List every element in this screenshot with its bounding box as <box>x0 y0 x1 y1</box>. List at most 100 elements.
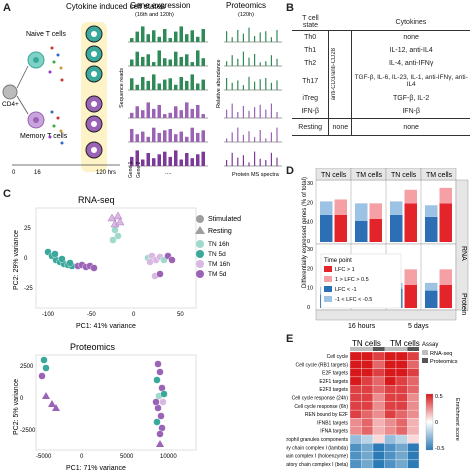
prot-bar <box>270 132 272 142</box>
gene-bar <box>196 50 200 66</box>
e-row-label: Respiratory chain complex I (beta) <box>286 462 348 468</box>
panel-e-label: E <box>286 333 294 345</box>
gene-bar <box>141 56 145 66</box>
e-assay-strip <box>407 347 419 351</box>
e-assay-strip <box>350 347 362 351</box>
e-cell <box>361 385 374 394</box>
prot-bar <box>231 103 233 118</box>
d-ytick: 10 <box>307 286 313 292</box>
gene-bar <box>135 134 139 142</box>
gene-bar <box>152 127 156 142</box>
e-row-label: E2F targets <box>322 371 348 377</box>
prot-bar <box>237 80 239 90</box>
e-cell <box>395 451 408 461</box>
prot-bar <box>242 106 244 118</box>
seq-reads-label: Sequence reads <box>119 68 125 108</box>
e-cell <box>361 360 374 369</box>
e-cell <box>384 393 397 402</box>
e-assay-strip <box>396 347 408 351</box>
e-row-label: Cell cycle (RB1 targets) <box>295 362 348 368</box>
d-ytick: 20 <box>307 200 313 206</box>
gene-bar <box>185 80 189 90</box>
gene-bar <box>141 26 145 42</box>
gene-bar <box>185 136 189 142</box>
prot-bar <box>259 104 261 118</box>
e-cell <box>407 459 420 469</box>
e-cell <box>395 393 408 402</box>
prot-rest-point <box>42 392 50 399</box>
d-ytick: 0 <box>307 239 310 245</box>
e-cell <box>407 443 420 452</box>
rna-xlabel: PC1: 41% variance <box>76 323 136 330</box>
e-cell <box>407 385 420 394</box>
d-header-text: TM cells <box>426 172 453 179</box>
svg-text:RNA-seq: RNA-seq <box>430 351 452 357</box>
prot-bar <box>276 80 278 90</box>
prot-xtick: 10000 <box>160 454 177 460</box>
gene-bar <box>141 159 145 166</box>
e-cell <box>407 376 420 386</box>
e-cell <box>407 418 420 427</box>
gene-expression-bars <box>128 26 208 167</box>
prot-bar <box>276 157 278 166</box>
rna-ticks: -100 -50 0 50 25 0 -25 <box>24 226 184 318</box>
svg-text:0: 0 <box>12 170 16 176</box>
rna-rest-point <box>107 213 117 222</box>
rna-point <box>90 264 98 272</box>
prot-bar <box>242 155 244 166</box>
e-cell <box>384 351 397 361</box>
e-cell <box>349 368 362 378</box>
gene-bar <box>168 38 172 42</box>
naive-label: Naive T cells <box>26 31 66 38</box>
svg-text:-0.5: -0.5 <box>435 446 444 452</box>
gene-bar <box>201 130 205 142</box>
gene-bar <box>185 34 189 42</box>
e-cell <box>372 459 385 469</box>
e-cell <box>384 401 397 411</box>
gene-bar <box>152 62 156 66</box>
prot-xtick: 5000 <box>120 454 134 460</box>
prot-bar <box>226 160 228 166</box>
gene-bar <box>146 34 150 42</box>
prot-bar <box>259 79 261 90</box>
gene-bar <box>130 112 134 118</box>
e-cell <box>395 443 408 452</box>
prot-point <box>42 364 50 372</box>
prot-bar <box>265 78 267 90</box>
gene-bar <box>157 132 161 142</box>
prot-bar <box>259 62 261 66</box>
gene-bar <box>174 31 178 42</box>
cytokine-dots <box>48 46 64 145</box>
gene-bar <box>152 108 156 118</box>
panel-c-label: C <box>3 188 11 200</box>
d-row-rna: RNA <box>460 246 467 261</box>
e-row-label: IFNB1 targets <box>317 420 348 426</box>
gene-bar <box>168 156 172 166</box>
prot-bar <box>270 82 272 90</box>
e-cell <box>349 443 362 452</box>
e-cell <box>372 393 385 402</box>
side-label: anti-CD3/anti-CD28 <box>331 48 338 101</box>
svg-text:16: 16 <box>34 170 41 176</box>
rna-point <box>146 258 154 266</box>
prot-bar <box>254 107 256 118</box>
d-bottom-strip <box>315 309 457 321</box>
prot-bar <box>242 51 244 66</box>
prot-bar <box>270 103 272 118</box>
d-header-text: TN cells <box>321 172 347 179</box>
d-header-text: TN cells <box>391 172 417 179</box>
legend-stim-marker <box>196 215 204 223</box>
e-cell <box>395 360 408 369</box>
e-cell <box>349 376 362 386</box>
d-bar-dn05 <box>425 282 438 291</box>
e-cell <box>407 451 420 461</box>
d-bar-up05 <box>404 189 417 204</box>
cell-state-column <box>81 22 107 172</box>
e-cell <box>372 360 385 369</box>
d-bar-up1 <box>334 214 347 242</box>
panel-a-schematic: CD4+ Naive T cells Memory T cells Cytoki… <box>2 1 282 178</box>
d-bar-dn05 <box>425 205 438 217</box>
gene-bar <box>185 54 189 66</box>
gene-bar <box>168 112 172 118</box>
d-ytick: 20 <box>307 266 313 272</box>
